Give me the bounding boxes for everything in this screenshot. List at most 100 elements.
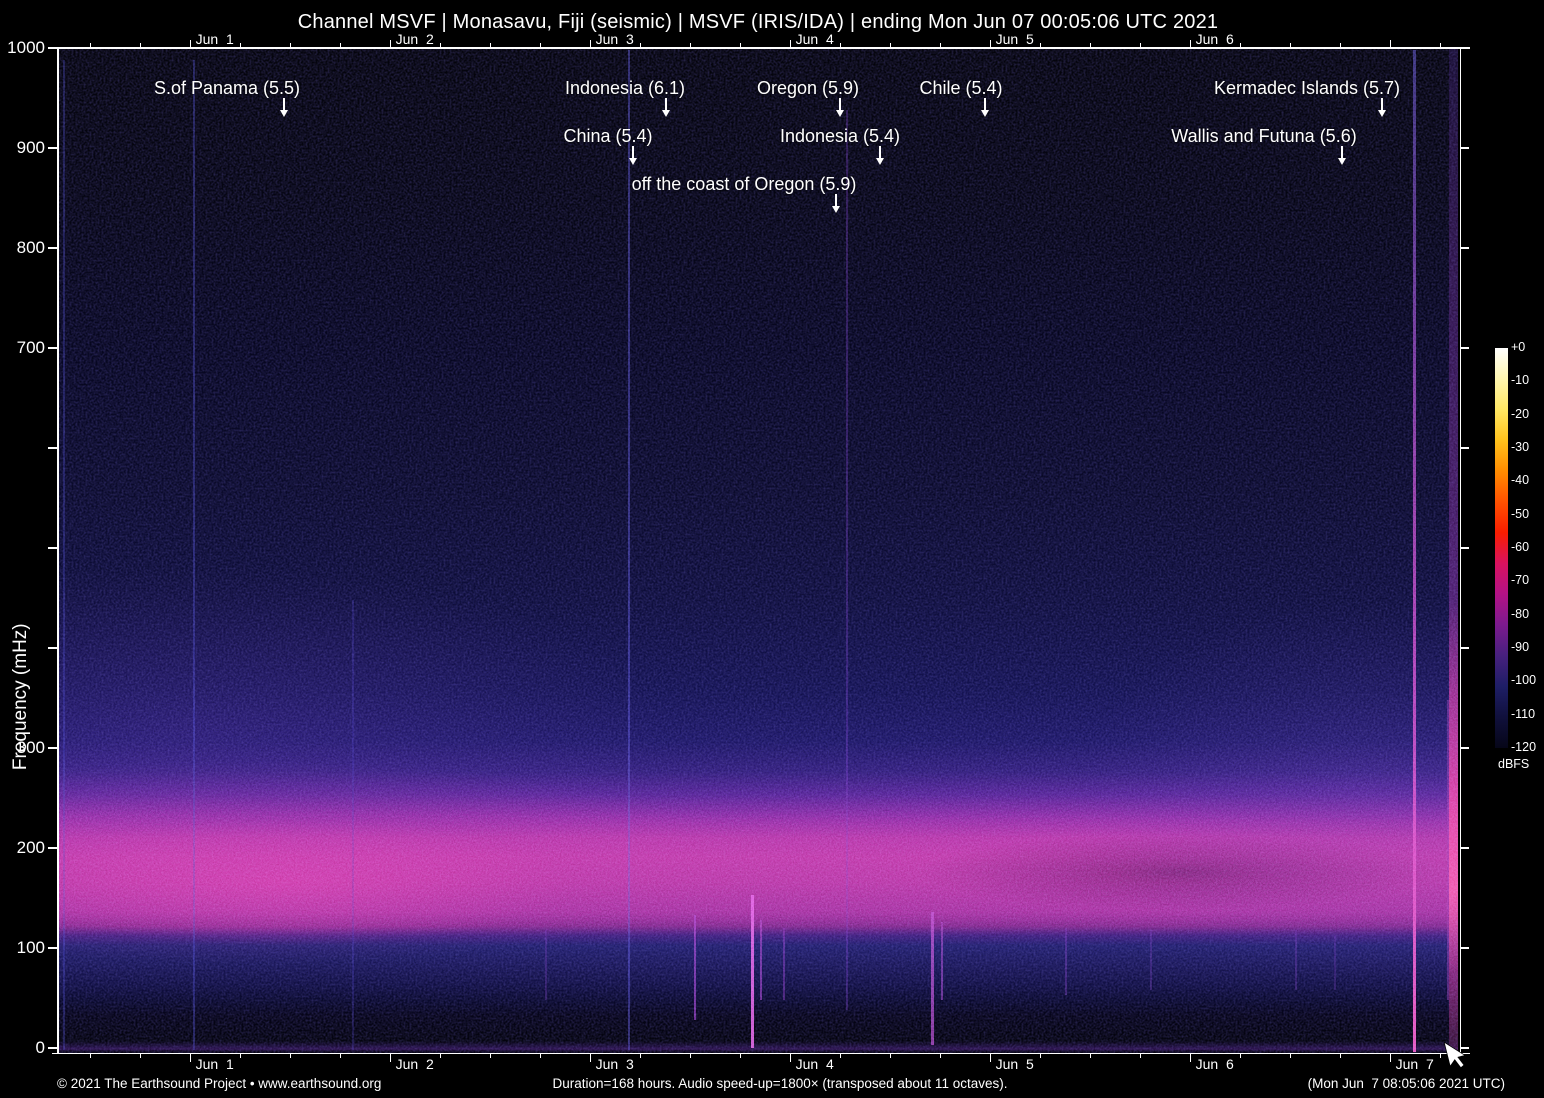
y-tick-left	[48, 347, 57, 349]
mouse-cursor-icon	[1443, 1041, 1467, 1069]
y-tick-label: 300	[16, 738, 45, 757]
x-minor-tick-top	[1040, 43, 1042, 48]
signal-streak	[1334, 935, 1336, 990]
signal-streak	[545, 930, 547, 1000]
signal-streak	[941, 922, 943, 1000]
colorbar-tick-label: -60	[1511, 539, 1530, 554]
axis-right	[1459, 48, 1461, 1053]
x-major-tick-top	[589, 40, 592, 48]
y-tick-label: 900	[16, 138, 45, 157]
x-minor-tick-top	[1440, 43, 1442, 48]
signal-streak	[1065, 928, 1067, 995]
signal-streak	[751, 895, 754, 1048]
x-minor-tick-bottom	[240, 1053, 242, 1058]
event-annotation-arrow	[665, 98, 667, 111]
event-annotation-label: Wallis and Futuna (5.6)	[1171, 126, 1357, 146]
x-minor-tick-top	[140, 43, 142, 48]
axis-top	[52, 47, 1470, 49]
x-tick-label-bottom: Jun 3	[595, 1056, 634, 1072]
x-tick-label-bottom: Jun 5	[995, 1056, 1034, 1072]
x-tick-label-bottom: Jun 1	[195, 1056, 234, 1072]
event-annotation-arrow	[1341, 146, 1343, 159]
event-annotation-arrowhead	[279, 110, 288, 117]
colorbar-tick-label: -20	[1511, 406, 1530, 421]
event-annotation-label: Oregon (5.9)	[756, 78, 860, 98]
x-tick-label-top: Jun 4	[795, 31, 834, 47]
y-tick-right	[1461, 447, 1469, 449]
x-minor-tick-bottom	[340, 1053, 342, 1058]
signal-streak	[193, 60, 195, 1050]
event-annotation-arrowhead	[831, 206, 840, 213]
spectrogram-heatmap	[58, 48, 1458, 1053]
x-minor-tick-top	[1240, 43, 1242, 48]
x-minor-tick-bottom	[690, 1053, 692, 1058]
y-tick-label: 0	[35, 1038, 45, 1057]
x-tick-label-top: Jun 2	[395, 31, 434, 47]
x-minor-tick-bottom	[140, 1053, 142, 1058]
colorbar-tick-label: -80	[1511, 606, 1530, 621]
x-minor-tick-bottom	[490, 1053, 492, 1058]
x-minor-tick-bottom	[1240, 1053, 1242, 1058]
y-tick-label: 100	[16, 938, 45, 957]
signal-streak	[1295, 930, 1297, 990]
x-major-tick-bottom	[1189, 1053, 1192, 1062]
y-tick-left	[48, 47, 57, 49]
x-minor-tick-top	[840, 43, 842, 48]
x-minor-tick-top	[1140, 43, 1142, 48]
x-minor-tick-bottom	[1090, 1053, 1092, 1058]
x-tick-label-top: Jun 1	[195, 31, 234, 47]
y-tick-right	[1461, 147, 1469, 149]
x-minor-tick-bottom	[1040, 1053, 1042, 1058]
axis-left	[57, 48, 59, 1053]
colorbar-unit-label: dBFS	[1498, 757, 1530, 771]
x-tick-label-top: Jun 5	[995, 31, 1034, 47]
colorbar-tick-label: -70	[1511, 573, 1530, 588]
event-annotation-label: S.of Panama (5.5)	[153, 78, 301, 98]
y-tick-left	[48, 847, 57, 849]
colorbar-tick-label: -90	[1511, 639, 1530, 654]
x-major-tick-top	[189, 40, 192, 48]
x-major-tick-bottom	[589, 1053, 592, 1062]
x-major-tick-bottom	[789, 1053, 792, 1062]
event-annotation-arrowhead	[835, 110, 844, 117]
x-minor-tick-top	[740, 43, 742, 48]
event-annotation-label: Indonesia (6.1)	[564, 78, 686, 98]
event-annotation-arrow	[283, 98, 285, 111]
colorbar-tick-label: -30	[1511, 439, 1530, 454]
x-minor-tick-top	[940, 43, 942, 48]
footer-end-timestamp: (Mon Jun 7 08:05:06 2021 UTC)	[1307, 1076, 1505, 1091]
y-tick-left	[48, 147, 57, 149]
x-minor-tick-top	[1290, 43, 1292, 48]
signal-streak	[931, 912, 934, 1045]
event-annotation-label: off the coast of Oregon (5.9)	[631, 174, 857, 194]
event-annotation-arrow	[835, 194, 837, 207]
x-tick-label-bottom: Jun 2	[395, 1056, 434, 1072]
signal-streak	[760, 920, 762, 1000]
x-minor-tick-top	[1090, 43, 1092, 48]
footer-copyright: © 2021 The Earthsound Project • www.eart…	[57, 1076, 382, 1091]
signal-streak	[1413, 50, 1416, 1052]
x-minor-tick-bottom	[740, 1053, 742, 1058]
x-minor-tick-bottom	[840, 1053, 842, 1058]
colorbar-tick-label: -100	[1511, 673, 1537, 688]
event-annotation-label: Kermadec Islands (5.7)	[1213, 78, 1401, 98]
footer-duration: Duration=168 hours. Audio speed-up=1800×…	[552, 1076, 1008, 1091]
x-minor-tick-bottom	[1290, 1053, 1292, 1058]
y-tick-right	[1461, 947, 1469, 949]
x-minor-tick-bottom	[290, 1053, 292, 1058]
signal-streak	[63, 60, 65, 1050]
event-annotation-arrowhead	[628, 158, 637, 165]
x-major-tick-top	[789, 40, 792, 48]
event-annotation-arrow	[984, 98, 986, 111]
y-tick-right	[1461, 847, 1469, 849]
y-tick-label: 1000	[7, 38, 45, 57]
colorbar-tick-label: -40	[1511, 473, 1530, 488]
x-minor-tick-bottom	[1340, 1053, 1342, 1058]
x-minor-tick-bottom	[440, 1053, 442, 1058]
signal-streak	[1150, 930, 1152, 990]
axis-bottom	[52, 1052, 1470, 1054]
x-major-tick-top	[389, 40, 392, 48]
x-minor-tick-top	[90, 43, 92, 48]
signal-streak	[846, 110, 848, 1010]
